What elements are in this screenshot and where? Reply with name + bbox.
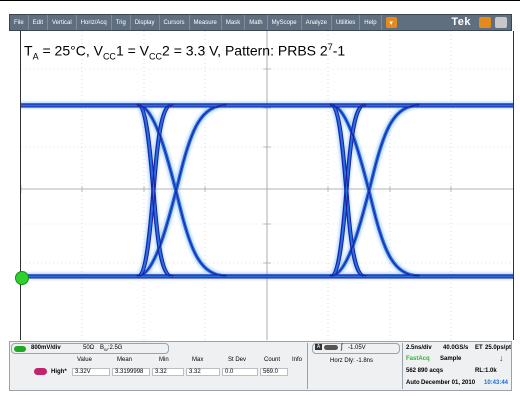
- menu-trig[interactable]: Trig: [112, 15, 131, 30]
- test-conditions-label: TA = 25°C, VCC1 = VCC2 = 3.3 V, Pattern:…: [24, 42, 346, 62]
- meas-header-stdev: St Dev: [228, 357, 247, 363]
- panel-divider: [307, 343, 308, 389]
- resolution: 25.0ps/pt: [485, 345, 512, 351]
- menu-myscope[interactable]: MyScope: [268, 15, 302, 30]
- channel-badge-icon: [14, 346, 26, 352]
- close-icon[interactable]: [495, 17, 507, 28]
- brand-logo: Tek: [451, 16, 471, 28]
- meas-header-max: Max: [192, 357, 204, 363]
- acquisition-count: 562 890 acqs: [406, 368, 444, 374]
- menu-dropdown-icon[interactable]: ▾: [385, 17, 397, 28]
- menu-vertical[interactable]: Vertical: [48, 15, 77, 30]
- menu-utilities[interactable]: Utilities: [332, 15, 361, 30]
- waveform-display[interactable]: [20, 31, 514, 340]
- meas-value: 3.32V: [72, 368, 110, 376]
- channel-readout[interactable]: [11, 343, 169, 354]
- meas-mean: 3.3199998: [112, 368, 150, 376]
- status-panel: 800mV/div 50Ω BW:2.5G Value Mean Min Max…: [9, 341, 512, 391]
- menu-help[interactable]: Help: [360, 15, 382, 30]
- meas-header-count: Count: [264, 357, 281, 363]
- acquisition-mode[interactable]: FastAcq: [406, 356, 430, 362]
- meas-stdev: 0.0: [222, 368, 258, 376]
- menu-bar: File Edit Vertical Horiz/Acq Trig Displa…: [9, 14, 512, 31]
- channel-ground-marker-icon[interactable]: [15, 271, 29, 285]
- panel-divider: [402, 343, 403, 389]
- menu-math[interactable]: Math: [245, 15, 268, 30]
- impedance: 50Ω: [83, 345, 95, 351]
- acquisition-time: 10:43:44: [484, 380, 509, 386]
- timebase[interactable]: 2.5ns/div: [406, 345, 432, 351]
- graticule-center-axes: [21, 31, 513, 340]
- trigger-channel-icon: [324, 345, 338, 350]
- trigger-slope-icon: ʃ: [341, 344, 343, 351]
- meas-header-value: Value: [77, 357, 92, 363]
- vertical-scale: 800mV/div: [31, 345, 61, 351]
- menu-edit[interactable]: Edit: [29, 15, 49, 30]
- meas-min: 3.32: [152, 368, 184, 376]
- top-border: [0, 0, 520, 1]
- acquisition-date: December 01, 2010: [421, 380, 476, 386]
- trigger-mode[interactable]: Auto: [406, 380, 420, 386]
- bandwidth-limit: BW:2.5G: [100, 345, 123, 353]
- eye-traces: [21, 101, 513, 280]
- graticule-ticks: [21, 68, 452, 264]
- menu-measure[interactable]: Measure: [190, 15, 222, 30]
- record-length[interactable]: RL:1.0k: [475, 368, 497, 374]
- trigger-source: A: [315, 344, 322, 350]
- trigger-arrow-down-icon: ↓: [499, 353, 504, 363]
- meas-header-min: Min: [159, 357, 169, 363]
- menu-display[interactable]: Display: [131, 15, 160, 30]
- menu-mask[interactable]: Mask: [222, 15, 246, 30]
- sample-rate[interactable]: 40.0GS/s: [443, 345, 469, 351]
- menu-file[interactable]: File: [10, 15, 29, 30]
- meas-label: High*: [51, 369, 67, 375]
- meas-max: 3.32: [186, 368, 220, 376]
- sample-mode: Sample: [440, 356, 462, 362]
- horizontal-delay: Horz Dly: -1.8ns: [330, 358, 374, 364]
- measurement-channel-badge-icon: [34, 368, 47, 375]
- meas-count: 569.0: [260, 368, 288, 376]
- trigger-readout[interactable]: [312, 343, 400, 354]
- menu-cursors[interactable]: Cursors: [160, 15, 190, 30]
- eye-diagram: [21, 31, 513, 340]
- meas-header-info: Info: [292, 357, 303, 363]
- meas-header-mean: Mean: [117, 357, 133, 363]
- equivalent-time: ET: [475, 345, 483, 351]
- trigger-level: -1.05V: [348, 345, 366, 351]
- minimize-icon[interactable]: [479, 17, 491, 28]
- menu-horiz-acq[interactable]: Horiz/Acq: [77, 15, 112, 30]
- menu-analyze[interactable]: Analyze: [302, 15, 332, 30]
